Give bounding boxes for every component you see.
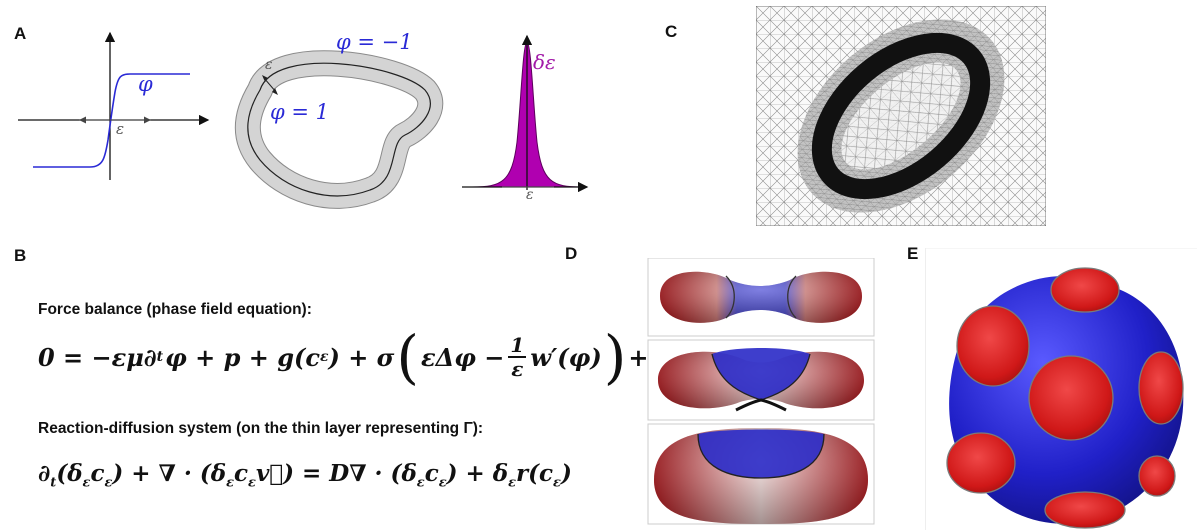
eq2-sub-eps-7: ε <box>508 475 517 491</box>
reaction-diffusion-heading: Reaction-diffusion system (on the thin l… <box>38 420 484 437</box>
panel-label-d: D <box>565 244 578 263</box>
eq2-sub-eps-5: ε <box>416 475 425 491</box>
eq2-part-j: ) <box>560 460 572 487</box>
eq2-part-a: ∂ <box>38 460 51 487</box>
reaction-diffusion-equation: ∂t(δεcε) + ∇ · (δεcεv⃗) = D∇ · (δεcε) + … <box>38 460 572 491</box>
eq2-sub-eps-2: ε <box>104 475 113 491</box>
cell-shape-2 <box>658 348 864 412</box>
epsilon-label-band: ε <box>265 57 273 73</box>
eq2-part-c: c <box>90 460 105 487</box>
force-balance-heading: Force balance (phase field equation): <box>38 301 312 318</box>
interface-band <box>235 51 443 208</box>
eq2-sub-eps-1: ε <box>82 475 91 491</box>
eq2-part-b: (δ <box>56 460 83 487</box>
panel-label-e: E <box>907 244 919 263</box>
phi-symbol: φ <box>138 72 153 96</box>
eq1-frac-den: ε <box>511 357 524 381</box>
eq1-sub-eps: ε <box>319 349 329 365</box>
epsilon-label-delta: ε <box>526 187 534 203</box>
eq1-part-c: ) + σ <box>328 342 395 372</box>
phi-curve <box>33 73 190 168</box>
eq1-part-a: 0 = −εμ∂ <box>38 342 157 372</box>
eq2-sub-eps-8: ε <box>553 475 561 491</box>
eq2-part-h: ) + δ <box>446 460 509 487</box>
eq1-sub-t: t <box>156 349 164 365</box>
inside-phase-label: φ = 1 <box>270 100 330 124</box>
eq1-part-b: φ + p + g(c <box>165 342 320 372</box>
outside-phase-label: φ = −1 <box>336 30 413 54</box>
delta-function-plot <box>462 34 589 192</box>
interface-line <box>247 62 431 197</box>
delta-epsilon-label: δε <box>533 50 556 74</box>
phase-field-profile-plot <box>18 31 210 180</box>
panel-label-a: A <box>14 24 27 43</box>
eq2-part-d: ) + ∇ · (δ <box>112 460 227 487</box>
eq1-fraction: 1 ε <box>508 333 527 381</box>
eq2-part-g: c <box>424 460 439 487</box>
eq2-sub-t: t <box>50 475 57 491</box>
panel-label-b: B <box>14 246 27 265</box>
eq2-part-i: r(c <box>516 460 554 487</box>
adaptive-mesh-simulation <box>756 6 1046 226</box>
spotted-cell-rendering <box>925 248 1197 530</box>
eq2-sub-eps-3: ε <box>226 475 235 491</box>
phase-field-ring <box>811 32 991 200</box>
cell-shape-1 <box>660 271 862 323</box>
eq2-part-f: v⃗) = D∇ · (δ <box>255 460 417 487</box>
eq1-part-d: εΔφ − <box>421 342 505 372</box>
eq2-part-e: c <box>234 460 249 487</box>
eq1-part-e: w′(φ) <box>530 342 602 372</box>
red-domains <box>946 267 1184 529</box>
eq1-tail: + <box>628 342 649 372</box>
cell-shape-3 <box>654 428 868 524</box>
eq2-sub-eps-4: ε <box>248 475 256 491</box>
epsilon-label-sigmoid: ε <box>116 120 125 138</box>
diffuse-interface-blob <box>234 50 444 209</box>
eq1-frac-num: 1 <box>508 333 527 358</box>
cell-shape-sequence <box>647 258 875 525</box>
panel-label-c: C <box>665 22 678 41</box>
phase-field-equation: 0 = −εμ∂ t φ + p + g(c ε ) + σ ( εΔφ − 1 ε… <box>38 326 679 388</box>
eq2-sub-eps-6: ε <box>438 475 447 491</box>
